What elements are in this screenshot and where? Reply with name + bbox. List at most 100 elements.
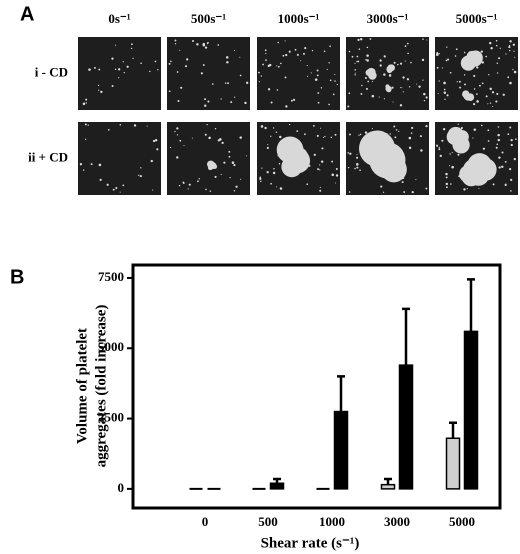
speck [443, 81, 446, 85]
x-tick-label: 5000 [449, 514, 475, 529]
speck [379, 59, 382, 62]
speck [446, 46, 448, 48]
speck [476, 66, 479, 69]
speck [513, 157, 516, 161]
image-background [78, 37, 161, 110]
speck [140, 167, 142, 169]
speck [260, 125, 264, 128]
aggregate [209, 161, 216, 169]
speck [508, 46, 511, 49]
speck [466, 188, 468, 190]
speck [320, 160, 324, 163]
speck [85, 102, 87, 104]
speck [358, 48, 361, 50]
speck [98, 89, 100, 91]
speck [393, 61, 396, 64]
speck [240, 178, 242, 180]
speck [438, 52, 440, 55]
speck [443, 91, 447, 94]
speck [239, 136, 242, 139]
speck [322, 136, 325, 138]
speck [130, 47, 133, 50]
speck [202, 64, 205, 66]
speck [114, 68, 117, 71]
speck [265, 59, 267, 61]
speck [410, 132, 413, 134]
speck [179, 139, 182, 142]
speck [436, 53, 439, 56]
row-label: i - CD [35, 64, 68, 79]
speck [154, 60, 157, 63]
speck [272, 171, 276, 175]
speck [82, 102, 86, 106]
speck [442, 127, 446, 131]
speck [495, 39, 498, 42]
aggregate [369, 142, 406, 179]
speck [258, 71, 260, 74]
speck [485, 95, 488, 98]
speck [260, 75, 263, 77]
speck [290, 99, 293, 102]
speck [495, 100, 498, 103]
speck [425, 124, 428, 128]
speck [296, 130, 299, 133]
speck [408, 136, 412, 140]
speck [278, 162, 281, 165]
speck [498, 156, 501, 159]
speck [508, 44, 511, 47]
error-bar [337, 375, 345, 412]
speck [421, 58, 425, 62]
speck [219, 138, 222, 141]
speck [328, 103, 330, 106]
speck [422, 79, 424, 81]
speck [132, 57, 134, 60]
speck [206, 42, 209, 45]
speck [204, 104, 207, 107]
speck [445, 186, 448, 189]
column-header: 5000s⁻¹ [456, 11, 498, 26]
speck [264, 49, 267, 52]
speck [245, 155, 248, 157]
aggregate [287, 146, 309, 168]
speck [267, 144, 269, 146]
speck [137, 174, 140, 176]
speck [402, 76, 405, 79]
speck [354, 72, 356, 74]
speck [419, 135, 422, 138]
speck [354, 69, 357, 71]
speck [152, 189, 154, 191]
speck [444, 88, 446, 91]
speck [445, 172, 448, 176]
speck [356, 55, 359, 58]
speck [501, 151, 504, 154]
speck [221, 141, 224, 144]
speck [354, 167, 356, 170]
speck [509, 40, 512, 43]
speck [497, 126, 500, 128]
speck [515, 138, 517, 141]
speck [131, 43, 133, 46]
speck [233, 164, 236, 167]
error-bar [273, 477, 281, 484]
micrograph [167, 122, 250, 195]
speck [306, 75, 309, 77]
speck [490, 47, 493, 50]
speck [388, 74, 392, 77]
speck [149, 70, 151, 73]
speck [259, 176, 262, 179]
speck [174, 43, 177, 45]
speck [446, 94, 449, 97]
speck [476, 93, 478, 95]
speck [115, 44, 117, 46]
speck [84, 123, 87, 126]
speck [306, 64, 308, 67]
speck [277, 65, 280, 68]
speck [115, 187, 118, 190]
speck [334, 73, 336, 76]
speck [438, 80, 440, 82]
speck [275, 131, 278, 133]
speck [182, 182, 185, 184]
speck [463, 74, 466, 76]
speck [230, 101, 233, 104]
speck [404, 45, 407, 47]
